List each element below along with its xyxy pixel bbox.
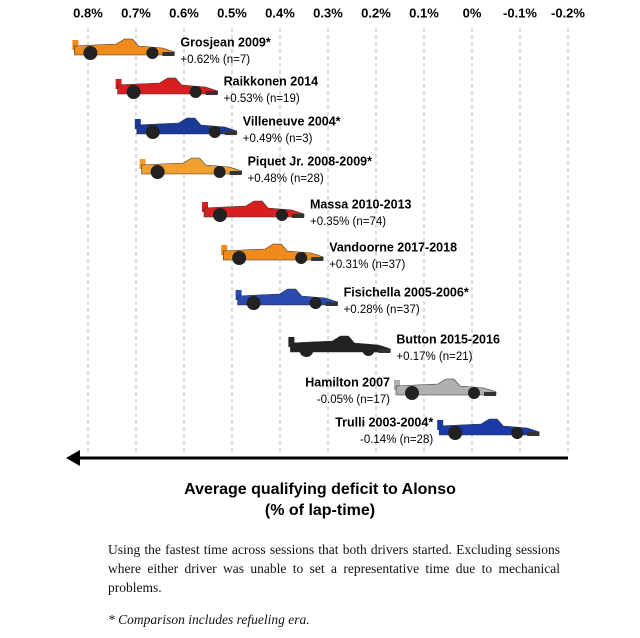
x-tick-label: 0.7% <box>121 5 151 20</box>
car <box>134 117 238 139</box>
chart: Average qualifying deficit to Alonso (% … <box>66 5 585 519</box>
car-wheel <box>299 343 314 357</box>
car-wheel <box>213 166 226 178</box>
car <box>139 157 242 179</box>
car <box>72 38 175 60</box>
car-front-wing <box>229 171 242 175</box>
car-wheel <box>83 46 98 60</box>
car-wheel <box>405 386 419 400</box>
driver-label: Grosjean 2009* <box>180 35 270 49</box>
car-rear-wing <box>72 40 79 50</box>
x-tick-label: 0.5% <box>217 5 247 20</box>
car-wheel <box>362 344 375 356</box>
car <box>221 243 324 265</box>
car-wheel <box>511 427 524 439</box>
x-tick-label: 0.6% <box>169 5 199 20</box>
driver-label: Trulli 2003-2004* <box>335 415 433 429</box>
car-wheel <box>295 252 308 264</box>
car-front-wing <box>311 257 324 261</box>
car-front-wing <box>325 302 338 306</box>
car-wheel <box>276 209 288 221</box>
value-label: +0.62% (n=7) <box>180 54 250 66</box>
car-rear-wing <box>394 380 400 390</box>
car-rear-wing <box>202 202 208 212</box>
car <box>235 288 338 310</box>
car-wheel <box>189 86 202 98</box>
note: Using the fastest time across sessions t… <box>108 542 560 595</box>
value-label: +0.17% (n=21) <box>396 351 472 363</box>
car-wheel <box>448 426 463 440</box>
value-label: -0.14% (n=28) <box>360 434 433 446</box>
car-front-wing <box>292 214 304 218</box>
x-tick-label: 0.4% <box>265 5 295 20</box>
car-front-wing <box>378 349 391 353</box>
driver-label: Button 2015-2016 <box>396 332 500 346</box>
driver-label: Piquet Jr. 2008-2009* <box>248 154 373 168</box>
car-wheel <box>208 126 221 138</box>
driver-label: Vandoorne 2017-2018 <box>329 240 457 254</box>
car-wheel <box>232 251 247 265</box>
car-rear-wing <box>437 420 444 430</box>
car-front-wing <box>162 52 175 56</box>
driver-label: Raikkonen 2014 <box>224 74 319 88</box>
car-rear-wing <box>139 159 146 169</box>
car <box>202 200 305 222</box>
car-rear-wing <box>288 337 295 347</box>
value-label: +0.31% (n=37) <box>329 259 405 271</box>
car <box>394 378 497 400</box>
driver-label: Villeneuve 2004* <box>243 114 341 128</box>
driver-label: Fisichella 2005-2006* <box>344 285 469 299</box>
x-axis-title: Average qualifying deficit to Alonso <box>184 481 456 498</box>
value-label: +0.53% (n=19) <box>224 93 300 105</box>
x-tick-label: -0.2% <box>551 5 585 20</box>
car-front-wing <box>224 131 237 135</box>
car-wheel <box>246 296 261 310</box>
car-front-wing <box>205 91 218 95</box>
x-tick-label: 0.1% <box>409 5 439 20</box>
x-tick-label: 0.8% <box>73 5 103 20</box>
car <box>288 335 391 357</box>
car-rear-wing <box>115 79 122 89</box>
car-wheel <box>145 125 160 139</box>
x-tick-label: 0.3% <box>313 5 343 20</box>
value-label: +0.49% (n=3) <box>243 133 313 145</box>
car-wheel <box>213 208 227 222</box>
x-tick-label: -0.1% <box>503 5 537 20</box>
car-wheel <box>468 387 480 399</box>
car-wheel <box>150 165 165 179</box>
car-front-wing <box>527 432 540 436</box>
car-rear-wing <box>235 290 242 300</box>
value-label: -0.05% (n=17) <box>317 394 390 406</box>
x-tick-label: 0.2% <box>361 5 391 20</box>
car-wheel <box>146 47 159 59</box>
axis-arrowhead <box>66 450 80 466</box>
x-axis-unit: (% of lap-time) <box>265 502 375 519</box>
car-rear-wing <box>134 119 141 129</box>
car-front-wing <box>484 392 496 396</box>
car <box>437 418 540 440</box>
x-tick-label: 0% <box>463 5 482 20</box>
value-label: +0.35% (n=74) <box>310 216 386 228</box>
driver-label: Massa 2010-2013 <box>310 197 412 211</box>
value-label: +0.28% (n=37) <box>344 304 420 316</box>
value-label: +0.48% (n=28) <box>248 173 324 185</box>
footnote: * Comparison includes refueling era. <box>108 612 310 627</box>
car <box>115 77 218 99</box>
car-rear-wing <box>221 245 228 255</box>
car-wheel <box>309 297 322 309</box>
car-wheel <box>126 85 141 99</box>
driver-label: Hamilton 2007 <box>305 375 390 389</box>
